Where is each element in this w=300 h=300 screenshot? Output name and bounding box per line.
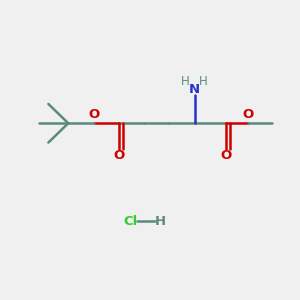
Text: O: O	[113, 149, 124, 162]
Text: H: H	[155, 215, 166, 228]
Text: Cl: Cl	[124, 215, 138, 228]
Text: O: O	[220, 149, 231, 162]
Text: N: N	[189, 83, 200, 96]
Text: O: O	[88, 108, 99, 122]
Text: H: H	[181, 75, 190, 88]
Text: O: O	[242, 108, 254, 122]
Text: H: H	[199, 75, 208, 88]
